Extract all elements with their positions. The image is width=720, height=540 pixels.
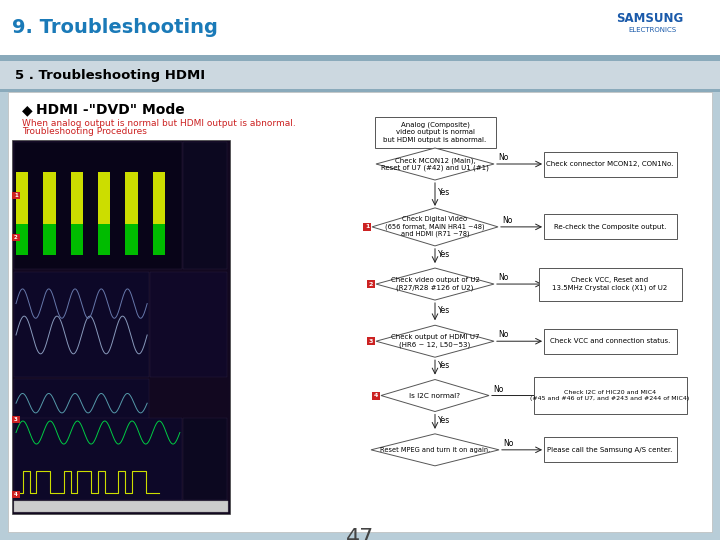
FancyBboxPatch shape [0, 61, 720, 89]
FancyBboxPatch shape [71, 172, 83, 240]
FancyBboxPatch shape [8, 92, 712, 532]
Text: Troubleshooting Procedures: Troubleshooting Procedures [22, 127, 147, 137]
Text: 1: 1 [365, 225, 369, 230]
Text: 2: 2 [14, 235, 18, 240]
FancyBboxPatch shape [153, 172, 165, 240]
FancyBboxPatch shape [12, 416, 20, 423]
FancyBboxPatch shape [544, 152, 677, 177]
Text: Re-check the Composite output.: Re-check the Composite output. [554, 224, 666, 230]
FancyBboxPatch shape [98, 172, 110, 240]
FancyBboxPatch shape [539, 267, 682, 301]
FancyBboxPatch shape [544, 437, 677, 462]
FancyBboxPatch shape [125, 172, 138, 240]
Text: Yes: Yes [438, 188, 450, 198]
Text: ELECTRONICS: ELECTRONICS [628, 27, 676, 33]
Text: No: No [502, 216, 513, 225]
Text: Check Digital Video
(656 format, MAIN HR41 ~48)
and HDMI (R71 ~78): Check Digital Video (656 format, MAIN HR… [385, 217, 485, 238]
Text: Is I2C normal?: Is I2C normal? [410, 393, 461, 399]
FancyBboxPatch shape [14, 379, 149, 428]
FancyBboxPatch shape [12, 140, 230, 514]
FancyBboxPatch shape [14, 272, 149, 377]
FancyBboxPatch shape [153, 225, 165, 255]
FancyBboxPatch shape [183, 418, 227, 500]
Text: No: No [498, 153, 508, 162]
Text: 2: 2 [369, 281, 373, 287]
Text: Yes: Yes [438, 361, 450, 370]
Polygon shape [376, 148, 494, 180]
Polygon shape [376, 325, 494, 357]
Text: 5 . Troubleshooting HDMI: 5 . Troubleshooting HDMI [15, 69, 205, 82]
Text: Check I2C of HIC20 and MIC4
(#45 and #46 of U7, and #243 and #244 of MIC4): Check I2C of HIC20 and MIC4 (#45 and #46… [531, 390, 690, 401]
FancyBboxPatch shape [367, 337, 375, 345]
FancyBboxPatch shape [12, 491, 20, 498]
Text: 3: 3 [369, 339, 373, 344]
Text: 47: 47 [346, 528, 374, 540]
Text: SAMSUNG: SAMSUNG [616, 11, 683, 24]
Text: 4: 4 [14, 492, 18, 497]
Text: Reset MPEG and turn it on again.: Reset MPEG and turn it on again. [380, 447, 490, 453]
FancyBboxPatch shape [0, 89, 720, 92]
Text: 3: 3 [14, 417, 18, 422]
FancyBboxPatch shape [16, 225, 28, 255]
Text: Check output of HDMI U7
(HR6 ~ 12, L50~53): Check output of HDMI U7 (HR6 ~ 12, L50~5… [391, 334, 480, 348]
FancyBboxPatch shape [14, 418, 182, 500]
FancyBboxPatch shape [43, 225, 55, 255]
FancyBboxPatch shape [372, 392, 380, 400]
Text: When analog output is normal but HDMI output is abnormal.: When analog output is normal but HDMI ou… [22, 118, 296, 127]
Polygon shape [371, 434, 499, 466]
Text: 9. Troubleshooting: 9. Troubleshooting [12, 18, 218, 37]
FancyBboxPatch shape [12, 192, 20, 199]
Text: ◆: ◆ [22, 103, 32, 117]
Text: Check video output of U2
(R27/R28 #126 of U2): Check video output of U2 (R27/R28 #126 o… [390, 278, 480, 291]
Polygon shape [381, 380, 489, 411]
FancyBboxPatch shape [16, 172, 28, 240]
FancyBboxPatch shape [71, 225, 83, 255]
Text: 4: 4 [374, 393, 378, 398]
Text: No: No [503, 439, 513, 448]
Text: Check connector MCON12, CON1No.: Check connector MCON12, CON1No. [546, 161, 674, 167]
Text: No: No [498, 330, 508, 339]
Text: HDMI -"DVD" Mode: HDMI -"DVD" Mode [36, 103, 185, 117]
Text: 1: 1 [14, 193, 18, 198]
Text: Analog (Composite)
video output is normal
but HDMI output is abnormal.: Analog (Composite) video output is norma… [383, 122, 487, 143]
FancyBboxPatch shape [0, 55, 720, 61]
FancyBboxPatch shape [14, 142, 182, 269]
FancyBboxPatch shape [125, 225, 138, 255]
FancyBboxPatch shape [363, 223, 371, 231]
FancyBboxPatch shape [183, 142, 227, 269]
FancyBboxPatch shape [544, 329, 677, 354]
FancyBboxPatch shape [534, 377, 686, 414]
Polygon shape [376, 268, 494, 300]
Text: Yes: Yes [438, 306, 450, 315]
FancyBboxPatch shape [98, 225, 110, 255]
Text: Please call the Samsung A/S center.: Please call the Samsung A/S center. [547, 447, 672, 453]
Text: Check VCC, Reset and
13.5MHz Crystal clock (X1) of U2: Check VCC, Reset and 13.5MHz Crystal clo… [552, 277, 667, 291]
FancyBboxPatch shape [12, 234, 20, 241]
Text: Yes: Yes [438, 416, 450, 424]
Polygon shape [372, 208, 498, 246]
FancyBboxPatch shape [14, 501, 228, 512]
FancyBboxPatch shape [374, 117, 495, 147]
Text: No: No [493, 384, 503, 394]
FancyBboxPatch shape [0, 0, 720, 55]
FancyBboxPatch shape [150, 272, 227, 377]
FancyBboxPatch shape [367, 280, 375, 288]
Text: No: No [498, 273, 508, 282]
Text: Check VCC and connection status.: Check VCC and connection status. [550, 338, 670, 344]
FancyBboxPatch shape [43, 172, 55, 240]
Text: Yes: Yes [438, 250, 450, 259]
Text: Check MCON12 (Main),
Reset of U7 (#42) and U1 (#1): Check MCON12 (Main), Reset of U7 (#42) a… [381, 157, 489, 171]
FancyBboxPatch shape [544, 214, 677, 239]
